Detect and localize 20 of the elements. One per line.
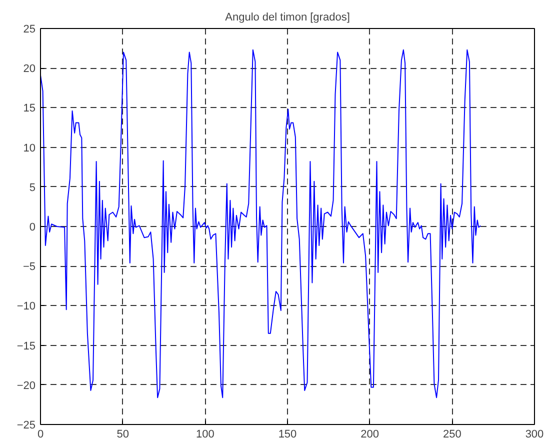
y-tick-label: −15: [16, 340, 36, 352]
y-tick-label: 10: [23, 142, 36, 154]
x-tick-label: 100: [196, 428, 214, 440]
x-tick-label: 150: [278, 428, 297, 440]
x-tick-label: 300: [525, 428, 544, 440]
y-tick-label: −20: [16, 380, 36, 392]
y-tick-label: −10: [16, 300, 36, 313]
y-tick-label: −5: [22, 261, 36, 274]
chart-title: Angulo del timon [grados]: [225, 12, 350, 24]
y-tick-label: 20: [23, 63, 36, 76]
y-tick-label: 25: [23, 24, 36, 36]
x-tick-label: 200: [360, 428, 380, 440]
x-tick-label: 50: [116, 428, 129, 440]
y-tick-label: 15: [23, 102, 36, 115]
x-tick-label: 0: [37, 428, 44, 440]
y-tick-label: 5: [29, 182, 36, 194]
y-tick-label: −25: [16, 420, 36, 432]
line-series: [40, 49, 482, 398]
x-tick-label: 250: [442, 428, 462, 440]
y-tick-label: 0: [29, 222, 36, 234]
